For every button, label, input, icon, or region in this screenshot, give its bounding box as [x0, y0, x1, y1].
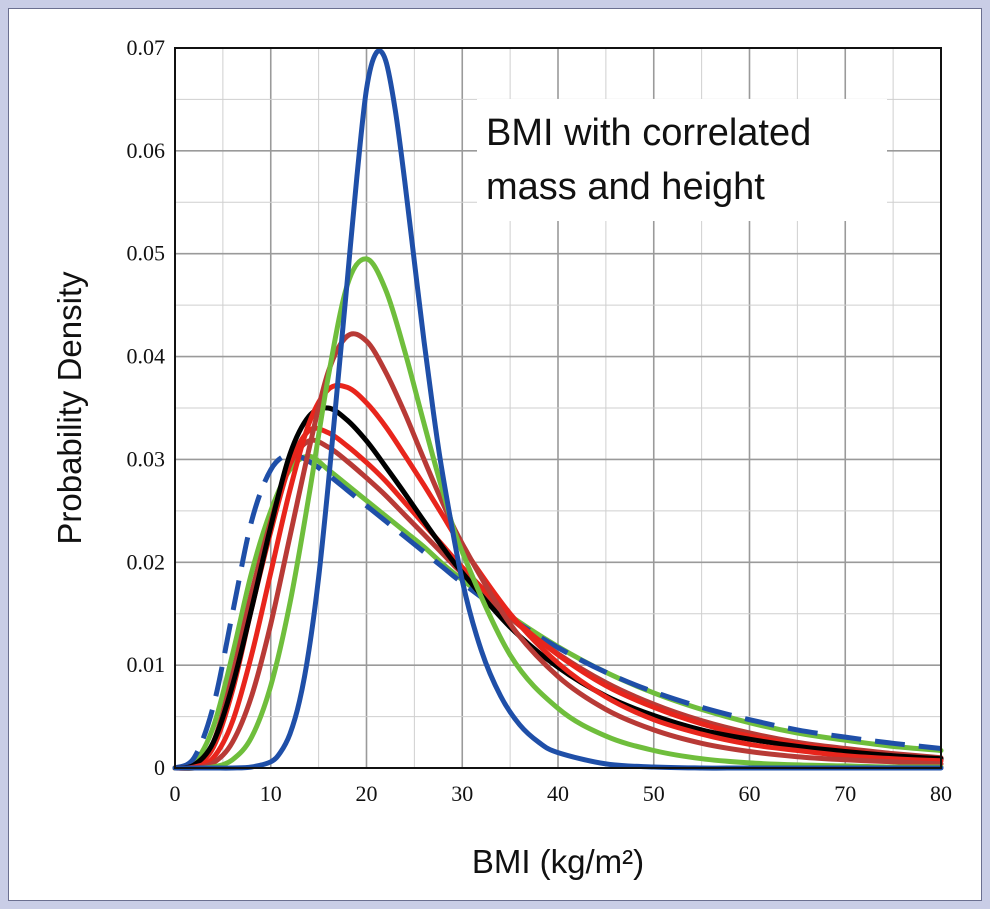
y-tick-label: 0	[154, 755, 165, 780]
y-tick-label: 0.07	[127, 35, 166, 60]
chart-frame: BMI with correlated mass and height 0 10 2…	[8, 8, 982, 901]
series-line-7	[172, 331, 944, 771]
series-lines	[172, 48, 944, 771]
x-tick-labels: 0 10 20 30 40 50 60 70 80	[170, 781, 953, 806]
x-tick-label: 30	[451, 781, 473, 806]
y-tick-label: 0.01	[127, 652, 166, 677]
y-tick-label: 0.04	[127, 344, 166, 369]
y-tick-labels: 0 0.01 0.02 0.03 0.04 0.05 0.06 0.07	[127, 35, 166, 780]
y-axis-title: Probability Density	[51, 271, 88, 545]
x-tick-label: 80	[930, 781, 952, 806]
series-line-2	[173, 451, 942, 771]
annotation-background	[477, 99, 887, 221]
y-tick-label: 0.02	[127, 549, 166, 574]
x-tick-label: 40	[547, 781, 569, 806]
plot-border	[174, 47, 942, 769]
series-line-6	[172, 382, 944, 771]
x-tick-label: 70	[834, 781, 856, 806]
series-line-9	[172, 48, 944, 771]
series-line-1	[172, 453, 944, 771]
series-line-5	[172, 405, 944, 771]
annotation-box: BMI with correlated mass and height	[477, 99, 887, 221]
bmi-density-chart: BMI with correlated mass and height 0 10 2…	[51, 35, 953, 880]
y-tick-label: 0.03	[127, 446, 166, 471]
x-tick-label: 20	[356, 781, 378, 806]
x-tick-label: 10	[260, 781, 282, 806]
x-axis-title: BMI (kg/m²)	[472, 843, 644, 880]
y-tick-label: 0.05	[127, 241, 166, 266]
x-tick-label: 0	[170, 781, 181, 806]
y-tick-label: 0.06	[127, 138, 166, 163]
annotation-line-1: BMI with correlated	[486, 112, 811, 154]
annotation-line-2: mass and height	[486, 166, 765, 208]
x-tick-label: 50	[643, 781, 665, 806]
x-tick-label: 60	[739, 781, 761, 806]
series-line-8	[172, 256, 944, 771]
series-line-3	[172, 437, 944, 771]
